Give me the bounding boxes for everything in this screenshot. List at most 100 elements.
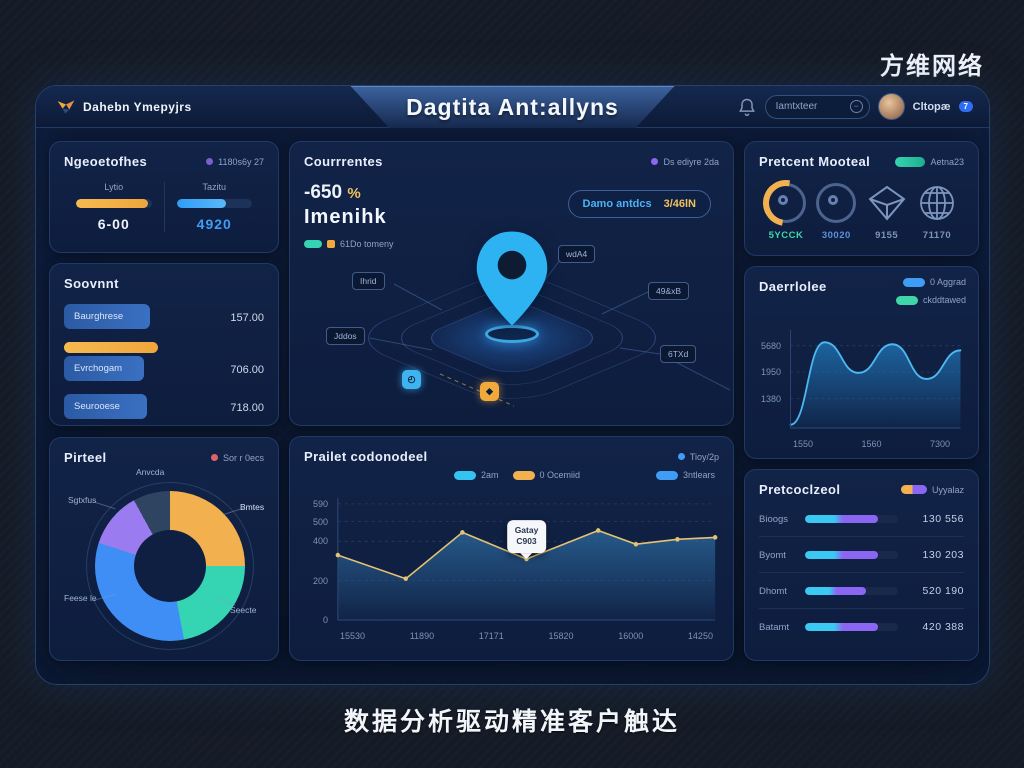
donut-label: Seecte: [230, 605, 257, 615]
legend-dot-purple: [206, 158, 214, 165]
bar: Baurghrese: [64, 304, 150, 329]
bar: Seurooese: [64, 394, 147, 419]
dashboard-frame: Dahebn Ymepyjrs Dagtita Ant:allyns − Clt…: [35, 85, 990, 685]
wave-chart-plot: [787, 322, 964, 434]
progress-row: Byomt 130 203: [759, 537, 964, 573]
progress-track: [805, 587, 898, 595]
map-stats: -650 % Imenihk 61Do tomeny: [304, 182, 394, 249]
model-value: 5YCCK: [768, 230, 804, 241]
progress-track: [805, 623, 898, 631]
map-button-label: Damo antdcs: [582, 198, 652, 210]
wave-chart-y-axis: 5680 1950 1380: [760, 340, 781, 404]
bar-label: Seurooese: [74, 401, 120, 412]
map-tag: 49&xB: [648, 282, 690, 300]
main-chart-legend-row: 2am 0 Ocemiid 3ntlears: [304, 470, 719, 486]
bell-icon[interactable]: [737, 97, 757, 117]
panel-model: Pretcent Mooteal Aetna23 5YCCK 30020: [744, 141, 979, 256]
bar-label: Baurghrese: [74, 311, 124, 322]
donut-hole: [134, 530, 206, 602]
legend-dot-blue: [677, 453, 685, 460]
title-tab: Dagtita Ant:allyns: [350, 86, 675, 128]
logo-icon: [57, 99, 75, 114]
main-chart-plot: Gatay C903: [334, 490, 719, 626]
user-name: Cltopæ: [912, 100, 951, 113]
panel-model-title: Pretcent Mooteal: [759, 154, 871, 169]
map-chip-share-icon[interactable]: ◆: [480, 382, 499, 401]
stat-item: Tazitu 4920: [163, 182, 265, 232]
legend-pill-blue: [655, 470, 678, 480]
main-chart-y-axis: 0 200 400 500 590: [312, 498, 328, 625]
send-icon: [867, 183, 907, 223]
wave-chart-x-axis: 1550 1560 7300: [793, 439, 950, 449]
stat-item: Lytio 6-00: [64, 182, 164, 232]
panel-model-legend: Aetna23: [895, 156, 964, 167]
stat-label: Lytio: [104, 182, 124, 192]
donut-label: Anvcda: [136, 467, 165, 477]
progress-value: 420 388: [922, 621, 964, 633]
stat-value: 4920: [196, 216, 232, 232]
bar-row: Baurghrese 157.00: [64, 304, 264, 329]
map-chip-chat-icon[interactable]: ◴: [402, 370, 421, 389]
donut-label: Feese le: [64, 593, 97, 603]
stat-bar-track: [176, 199, 252, 208]
legend-teal-pill: [895, 156, 926, 167]
map-tag: 6TXd: [660, 345, 697, 363]
panel-stats: Ngeoetofhes 1180s6y 27 Lytio 6-00 Tazitu…: [49, 141, 279, 253]
main-chart-title: Prailet codonodeel: [304, 449, 428, 464]
brand-logo-text: 方维网络: [880, 53, 984, 80]
progress-value: 130 203: [922, 549, 964, 561]
bar-value: 718.00: [230, 402, 264, 414]
model-item: 9155: [862, 183, 912, 241]
stat-bar-track: [76, 199, 152, 208]
stat-bar-fill: [176, 199, 227, 208]
panel-donut-title: Pirteel: [64, 450, 107, 465]
panel-map: Courrrentes Ds ediyre 2da: [289, 141, 734, 426]
legend-pill-green: [895, 295, 918, 305]
avatar[interactable]: [877, 93, 905, 120]
donut-label: Bmtes: [240, 502, 265, 512]
panel-progress-legend: Uyyalaz: [900, 485, 964, 495]
location-pin-icon[interactable]: [470, 228, 554, 329]
legend-orange-square: [327, 240, 335, 248]
bar-row: Seurooese 718.00: [64, 394, 264, 419]
progress-track: [805, 515, 898, 523]
search-clear-icon[interactable]: −: [849, 99, 863, 113]
model-value: 30020: [821, 230, 851, 241]
panel-map-title: Courrrentes: [304, 154, 383, 169]
progress-value: 130 556: [922, 513, 964, 525]
panel-stats-title: Ngeoetofhes: [64, 154, 148, 169]
map-tag: Jddos: [326, 327, 365, 345]
map-stat-value: -650: [304, 182, 343, 203]
map-action-button[interactable]: Damo antdcs 3/46lN: [567, 190, 711, 218]
map-stat-unit: %: [347, 185, 361, 202]
globe-grid-icon: [917, 183, 957, 223]
progress-label: Dhomt: [759, 585, 787, 597]
progress-fill: [805, 587, 867, 595]
wave-chart-title: Daerrlolee: [759, 279, 827, 294]
map-scene: Ihrid Jddos wdA4 49&xB 6TXd ◴ ◆: [290, 142, 733, 425]
user-area: − Cltopæ 7: [737, 93, 973, 120]
panel-progress: Pretcoclzeol Uyyalaz Bioogs 130 556 Byom…: [744, 469, 979, 661]
map-tag: wdA4: [558, 245, 596, 263]
double-ring-icon: [816, 183, 857, 223]
panel-stats-legend: 1180s6y 27: [206, 157, 264, 167]
search-field-wrap: −: [764, 94, 870, 119]
legend-dot-purple: [651, 158, 659, 165]
stat-bar-fill: [76, 199, 148, 208]
panel-main-chart: Prailet codonodeel Tioy/2p 2am 0 Ocemiid…: [289, 436, 734, 661]
bar-value: 157.00: [230, 312, 264, 324]
chart-tooltip: Gatay C903: [506, 520, 547, 554]
donut-chart: Anvcda Sgtxfus Bmtes Seecte Feese le: [64, 467, 265, 650]
map-sub-legend: 61Do tomeny: [304, 239, 394, 249]
progress-fill: [805, 551, 878, 559]
bottom-caption: 数据分析驱动精准客户触达: [343, 708, 680, 736]
donut-label: Sgtxfus: [68, 495, 97, 505]
legend-duo-pill: [900, 485, 927, 494]
stat-label: Tazitu: [202, 182, 226, 192]
main-chart-svg: [335, 498, 718, 621]
dashboard-header: Dahebn Ymepyjrs Dagtita Ant:allyns − Clt…: [36, 86, 989, 128]
progress-label: Bioogs: [759, 513, 789, 525]
map-stat-label: Imenihk: [304, 206, 387, 228]
page-title: Dagtita Ant:allyns: [406, 93, 619, 120]
bar-value: 706.00: [230, 364, 264, 376]
